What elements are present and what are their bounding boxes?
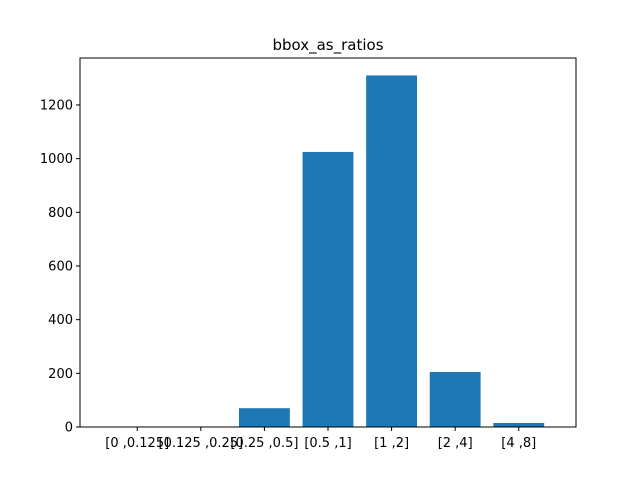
bar — [366, 75, 418, 427]
x-tick-label: [0.5 ,1] — [304, 436, 351, 451]
chart-title: bbox_as_ratios — [272, 36, 383, 55]
x-tick-label: [4 ,8] — [501, 436, 536, 451]
y-axis: 0 200 400 600 800 1000 1200 — [40, 98, 80, 436]
x-tick-label: [0.25 ,0.5] — [230, 436, 298, 451]
y-tick-label: 0 — [65, 421, 73, 436]
y-tick-label: 600 — [48, 259, 73, 274]
y-tick-label: 800 — [48, 206, 73, 221]
x-tick-label: [1 ,2] — [374, 436, 409, 451]
plot-frame — [79, 57, 577, 428]
y-tick-label: 200 — [48, 367, 73, 382]
bars-group — [238, 75, 545, 427]
x-axis: [0 ,0.125][0.125 ,0.25][0.25 ,0.5] [0.5 ,… — [105, 427, 536, 451]
x-tick-label: [0.125 ,0.25] — [159, 436, 244, 451]
y-tick-label: 400 — [48, 313, 73, 328]
x-tick-label: [0 ,0.125] — [105, 436, 169, 451]
bar — [238, 408, 290, 427]
bar — [429, 371, 481, 427]
y-tick-label: 1000 — [40, 152, 73, 167]
x-tick-label: [2 ,4] — [438, 436, 473, 451]
y-tick-label: 1200 — [40, 98, 73, 113]
bar — [493, 422, 545, 427]
bar — [302, 151, 354, 427]
